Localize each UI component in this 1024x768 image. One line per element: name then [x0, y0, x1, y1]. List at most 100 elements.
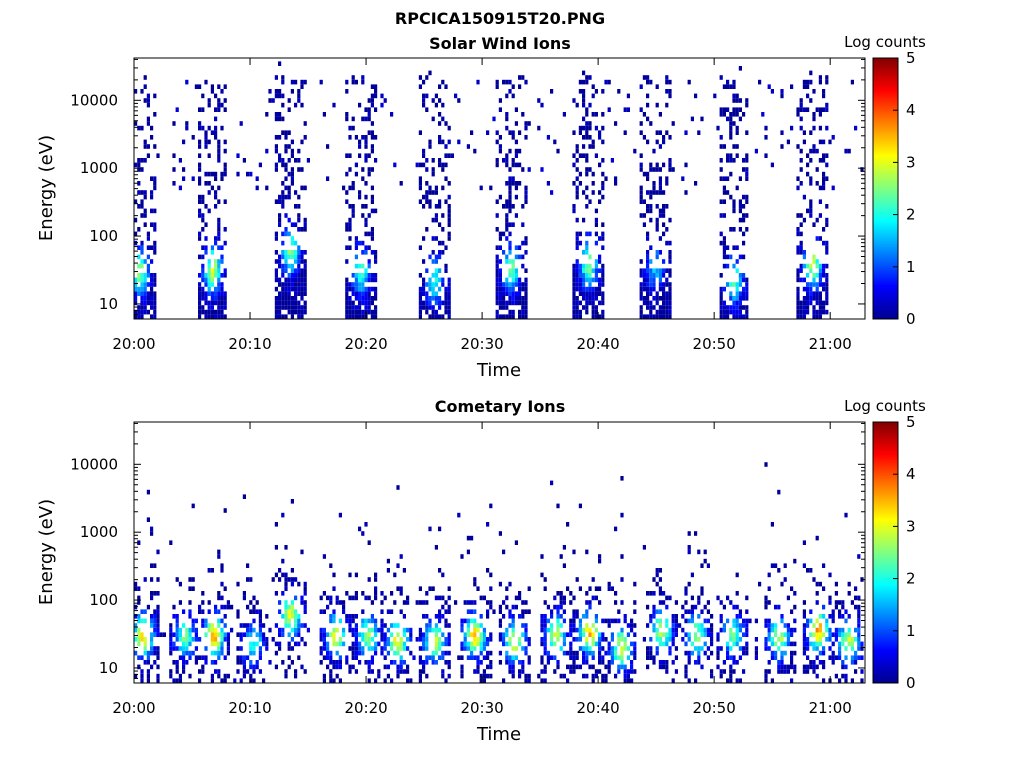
heatmap-cell [671, 641, 675, 647]
heatmap-cell [652, 314, 656, 319]
heatmap-cell [169, 673, 173, 679]
heatmap-cell [812, 112, 816, 117]
heatmap-cell [354, 135, 358, 140]
heatmap-cell [354, 162, 358, 168]
heatmap-cell [729, 112, 733, 117]
heatmap-cell [767, 627, 771, 633]
heatmap-cell [815, 314, 819, 319]
heatmap-cell [294, 669, 298, 674]
heatmap-cell [249, 650, 253, 656]
heatmap-cell [582, 79, 586, 85]
heatmap-cell [735, 282, 739, 287]
heatmap-cell [370, 185, 374, 191]
heatmap-cell [700, 623, 704, 628]
heatmap-cell [367, 171, 371, 177]
heatmap-cell [495, 254, 499, 260]
heatmap-cell [642, 277, 646, 283]
heatmap-cell [431, 250, 435, 255]
heatmap-cell [441, 650, 445, 656]
heatmap-cell [194, 632, 198, 637]
heatmap-cell [572, 305, 576, 310]
heatmap-cell [639, 296, 643, 301]
heatmap-cell [620, 476, 624, 481]
heatmap-cell [716, 595, 720, 601]
heatmap-cell [386, 627, 390, 633]
heatmap-cell [367, 153, 371, 158]
heatmap-cell [518, 614, 522, 619]
heatmap-cell [543, 618, 547, 624]
heatmap-cell [505, 181, 509, 186]
heatmap-cell [354, 79, 358, 85]
heatmap-cell [671, 614, 675, 619]
heatmap-cell [438, 568, 442, 573]
heatmap-cell [300, 268, 304, 273]
heatmap-cell [198, 181, 202, 186]
heatmap-cell [822, 286, 826, 292]
heatmap-cell [319, 650, 323, 656]
heatmap-cell [217, 618, 221, 624]
heatmap-cell [562, 609, 566, 614]
heatmap-cell [326, 595, 330, 601]
heatmap-cell [447, 609, 451, 614]
heatmap-cell [399, 669, 403, 674]
heatmap-cell [460, 641, 464, 647]
heatmap-cell [175, 614, 179, 619]
heatmap-cell [361, 75, 365, 80]
heatmap-cell [575, 300, 579, 306]
heatmap-cell [137, 245, 141, 250]
heatmap-cell [562, 545, 566, 550]
heatmap-cell [134, 673, 138, 679]
heatmap-cell [226, 632, 230, 637]
heatmap-cell [319, 660, 323, 665]
heatmap-cell [322, 112, 326, 117]
heatmap-cell [630, 623, 634, 628]
heatmap-cell [822, 181, 826, 186]
heatmap-cell [380, 591, 384, 596]
heatmap-cell [591, 623, 595, 628]
heatmap-cell [540, 618, 544, 624]
heatmap-cell [438, 614, 442, 619]
heatmap-cell [294, 158, 298, 163]
heatmap-cell [614, 121, 618, 126]
heatmap-cell [818, 107, 822, 112]
heatmap-cell [735, 572, 739, 578]
heatmap-cell [665, 669, 669, 674]
heatmap-cell [818, 112, 822, 117]
heatmap-cell [297, 245, 301, 250]
heatmap-cell [764, 637, 768, 642]
heatmap-cell [825, 282, 829, 287]
heatmap-cell [818, 236, 822, 241]
heatmap-cell [578, 291, 582, 296]
heatmap-cell [706, 618, 710, 624]
heatmap-cell [425, 641, 429, 647]
heatmap-cell [182, 669, 186, 674]
heatmap-cell [742, 623, 746, 628]
heatmap-cell [322, 646, 326, 651]
heatmap-cell [217, 199, 221, 204]
heatmap-cell [495, 309, 499, 315]
heatmap-cell [364, 637, 368, 642]
heatmap-cell [143, 190, 147, 195]
heatmap-cell [655, 291, 659, 296]
heatmap-cell [569, 591, 573, 596]
heatmap-cell [572, 609, 576, 614]
heatmap-cell [825, 222, 829, 227]
heatmap-cell [511, 664, 515, 670]
heatmap-cell [607, 107, 611, 112]
heatmap-cell [591, 314, 595, 319]
heatmap-cell [418, 185, 422, 191]
heatmap-cell [220, 637, 224, 642]
heatmap-cell [588, 664, 592, 670]
heatmap-cell [598, 669, 602, 674]
heatmap-cell [809, 618, 813, 624]
heatmap-cell [185, 121, 189, 126]
heatmap-cell [726, 84, 730, 89]
heatmap-cell [646, 604, 650, 610]
heatmap-cell [502, 296, 506, 301]
heatmap-cell [438, 305, 442, 310]
heatmap-cell [556, 623, 560, 628]
heatmap-cell [668, 162, 672, 168]
heatmap-cell [742, 204, 746, 209]
heatmap-cell [591, 84, 595, 89]
heatmap-cell [646, 268, 650, 273]
